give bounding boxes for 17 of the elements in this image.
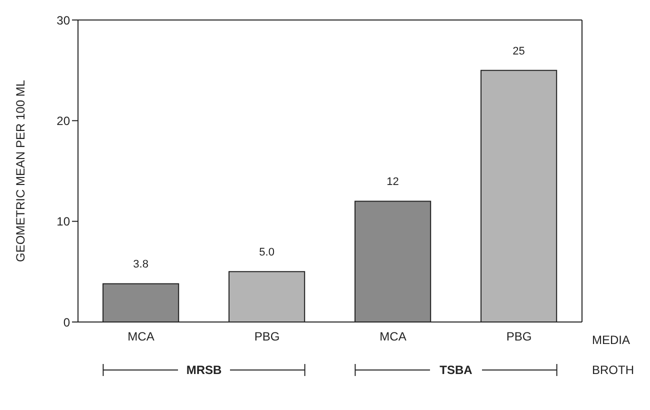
y-tick-label: 30 xyxy=(56,13,70,28)
x-tick-label: PBG xyxy=(254,330,280,344)
x-tick-label: MCA xyxy=(128,330,154,344)
x-tick-label: PBG xyxy=(506,330,532,344)
y-axis-title: GEOMETRIC MEAN PER 100 ML xyxy=(13,80,28,262)
y-tick-label: 20 xyxy=(56,114,70,128)
text: BROTH xyxy=(592,363,634,377)
data-label: 3.8 xyxy=(133,258,148,271)
x-axis-title: MEDIA xyxy=(592,333,630,347)
data-label: 25 xyxy=(512,45,525,58)
y-tick-label: 0 xyxy=(63,315,70,330)
data-label: 5.0 xyxy=(259,246,274,259)
text: TSBA xyxy=(440,363,473,377)
y-tick-label: 10 xyxy=(56,214,70,229)
data-label: 12 xyxy=(386,176,399,188)
x-tick-label: MCA xyxy=(380,330,406,344)
text: MRSB xyxy=(186,363,222,377)
